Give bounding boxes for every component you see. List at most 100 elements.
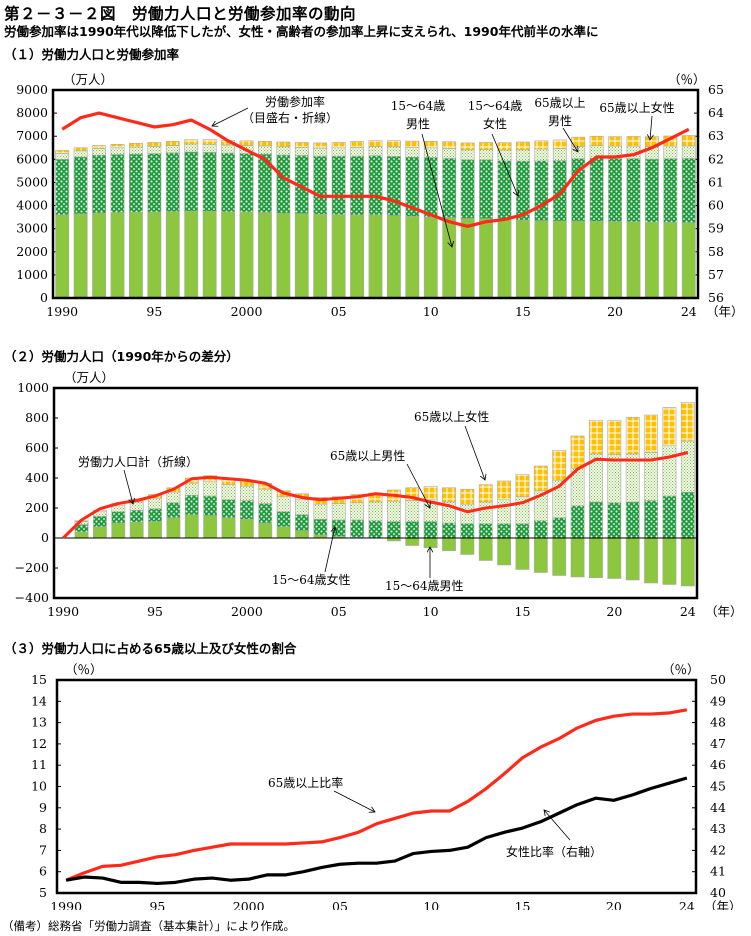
- y-axis-unit: （万人）: [63, 72, 113, 87]
- bar-female_15_64: [607, 502, 622, 539]
- annotation-arrow: [123, 469, 133, 504]
- bar-female_65plus: [442, 487, 456, 503]
- bar-female_15_64: [570, 505, 585, 539]
- y-tick-label: 5: [39, 885, 47, 900]
- bar-male_65plus: [680, 440, 695, 493]
- bar-female_15_64: [663, 158, 678, 223]
- bar-male_65plus: [92, 148, 107, 156]
- bar-male_65plus: [258, 488, 273, 504]
- bar-female_15_64: [405, 521, 420, 539]
- source-note: （備考）総務省「労働力調査（基本集計）」により作成。: [2, 919, 296, 933]
- y2-tick-label: 63: [708, 128, 724, 143]
- bar-male_15_64: [607, 537, 622, 579]
- bar-male_65plus: [386, 500, 401, 522]
- bar-male_15_64: [571, 220, 586, 299]
- bar-female_15_64: [497, 160, 512, 220]
- y-tick-label: 7000: [16, 128, 48, 143]
- bar-female_15_64: [313, 155, 328, 215]
- annotation-arrow: [406, 463, 430, 508]
- chart2-svg: −400 −200 0 200 400 600 800 1000 （万人） 1990 95 2000 0…: [15, 370, 743, 619]
- bar-male_65plus: [515, 149, 530, 162]
- bar-male_15_64: [93, 526, 107, 539]
- plot-frame: [51, 88, 700, 300]
- x-axis-unit: （年）: [705, 604, 743, 619]
- x-tick-label: 05: [332, 899, 348, 910]
- y2-axis-unit: （％）: [668, 72, 706, 87]
- bar-female_65plus: [202, 139, 217, 145]
- bar-male_65plus: [497, 149, 512, 162]
- bar-female_15_64: [111, 511, 126, 524]
- bar-male_65plus: [257, 145, 272, 155]
- bar-male_65plus: [405, 147, 420, 158]
- chart3-title: （３）労働力人口に占める65歳以上及び女性の割合: [4, 641, 297, 656]
- bar-male_65plus: [221, 484, 236, 501]
- bar-female_15_64: [331, 519, 346, 537]
- y2-tick-label: 44: [710, 800, 726, 815]
- chart2-title: （２）労働力人口（1990年からの差分）: [4, 349, 239, 364]
- bar-female_15_64: [276, 154, 291, 214]
- bar-female_65plus: [110, 144, 125, 149]
- bar-male_65plus: [460, 503, 475, 525]
- y-tick-label: 10: [31, 779, 47, 794]
- bar-male_15_64: [625, 537, 640, 581]
- x-tick-label: 10: [423, 304, 439, 319]
- y-tick-label: 4000: [16, 198, 48, 213]
- bar-female_65plus: [552, 139, 567, 150]
- x-tick-label: 1990: [50, 899, 82, 910]
- bar-male_65plus: [460, 149, 475, 161]
- bar-male_15_64: [589, 220, 604, 299]
- bar-male_65plus: [552, 148, 567, 161]
- x-tick-label: 20: [606, 899, 622, 910]
- y2-tick-label: 43: [710, 821, 726, 836]
- annotation-participation: 労働参加率: [265, 94, 325, 109]
- annotation-male-15-64: 15～64歳男性: [385, 579, 464, 593]
- y-tick-label: 200: [25, 500, 49, 515]
- bar-male_65plus: [276, 496, 291, 513]
- bar-female_65plus: [442, 141, 457, 149]
- y2-tick-label: 61: [708, 174, 724, 189]
- annotation-arrow: [562, 127, 578, 152]
- bar-male_15_64: [276, 212, 291, 299]
- annotation-male-65plus: 65歳以上: [534, 96, 585, 110]
- annotation-female-ratio: 女性比率（右軸）: [506, 844, 602, 859]
- bar-female_15_64: [221, 152, 236, 213]
- annotation-female-15-64: 15～64歳女性: [272, 572, 351, 587]
- bar-female_15_64: [460, 523, 475, 539]
- x-tick-label: 20: [607, 304, 623, 319]
- bar-male_15_64: [239, 518, 254, 539]
- bar-male_15_64: [129, 521, 144, 539]
- bar-male_15_64: [165, 211, 180, 299]
- y2-tick-label: 49: [710, 693, 726, 708]
- bar-female_65plus: [681, 135, 696, 147]
- bar-male_15_64: [570, 537, 585, 578]
- annotation-arrow: [324, 527, 335, 573]
- bar-male_15_64: [203, 515, 218, 539]
- x-tick-label: 05: [331, 604, 347, 619]
- y-tick-label: 6000: [16, 151, 48, 166]
- bar-female_15_64: [239, 153, 254, 213]
- bar-female_15_64: [608, 158, 623, 222]
- bar-male_65plus: [165, 145, 180, 154]
- bar-female_65plus: [533, 465, 548, 492]
- bar-male_15_64: [148, 521, 162, 539]
- annotation-arrow: [464, 425, 485, 480]
- bar-female_65plus: [515, 473, 530, 498]
- bar-male_65plus: [73, 150, 88, 158]
- bar-female_15_64: [423, 521, 438, 539]
- bar-female_15_64: [313, 518, 328, 536]
- x-tick-label: 1990: [47, 604, 79, 619]
- y-tick-label: 600: [25, 440, 49, 455]
- bar-female_15_64: [331, 155, 346, 215]
- y2-tick-label: 48: [710, 715, 726, 730]
- bar-male_65plus: [662, 445, 677, 497]
- bar-female_65plus: [73, 147, 88, 152]
- x-tick-label: 05: [331, 304, 347, 319]
- x-tick-label: 2000: [233, 899, 265, 910]
- bar-male_65plus: [663, 145, 678, 159]
- bar-male_15_64: [294, 213, 309, 299]
- bar-male_15_64: [221, 517, 236, 539]
- y-tick-label: 12: [31, 736, 47, 751]
- x-tick-label: 95: [149, 899, 165, 910]
- bar-female_15_64: [644, 500, 658, 539]
- bar-female_65plus: [92, 145, 107, 150]
